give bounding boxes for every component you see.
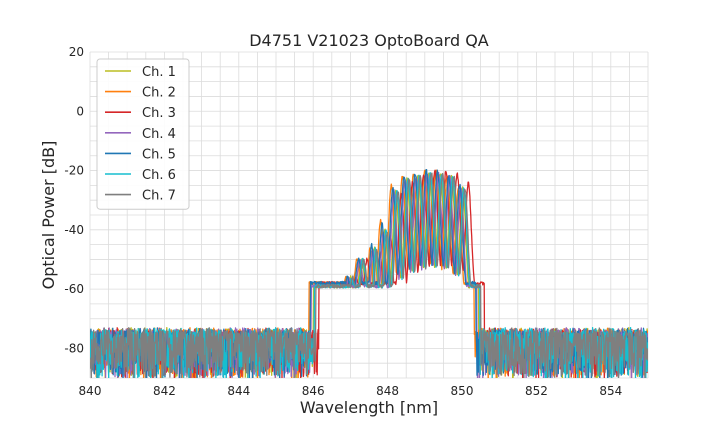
x-tick-label: 854 [599,384,622,398]
x-tick-label: 848 [376,384,399,398]
series-line-ch-7 [90,172,648,378]
x-tick-label: 852 [525,384,548,398]
y-tick-label: 20 [69,45,84,59]
y-tick-label: -80 [64,341,84,355]
x-axis-label: Wavelength [nm] [300,398,438,417]
y-tick-label: -20 [64,164,84,178]
series-layer [90,169,648,378]
legend-label: Ch. 5 [142,147,176,162]
x-tick-label: 842 [153,384,176,398]
legend: Ch. 1 Ch. 2 Ch. 3 Ch. 4 Ch. 5 Ch. 6 Ch. 7 [96,58,190,210]
y-tick-label: -40 [64,223,84,237]
x-tick-label: 840 [79,384,102,398]
legend-label: Ch. 6 [142,168,176,183]
tick-layer: 840 842 844 846 848 850 852 854 -80 -60 -40 -20 0 20 [64,45,622,398]
legend-box [96,58,190,210]
y-tick-label: 0 [76,104,84,118]
legend-label: Ch. 4 [142,127,176,142]
legend-label: Ch. 1 [142,65,176,80]
y-tick-label: -60 [64,282,84,296]
y-axis-label: Optical Power [dB] [39,141,58,290]
chart-title: D4751 V21023 OptoBoard QA [249,31,489,50]
x-tick-label: 846 [302,384,325,398]
legend-label: Ch. 3 [142,106,176,121]
legend-label: Ch. 2 [142,86,176,101]
x-tick-label: 850 [451,384,474,398]
legend-label: Ch. 7 [142,189,176,204]
x-tick-label: 844 [227,384,250,398]
